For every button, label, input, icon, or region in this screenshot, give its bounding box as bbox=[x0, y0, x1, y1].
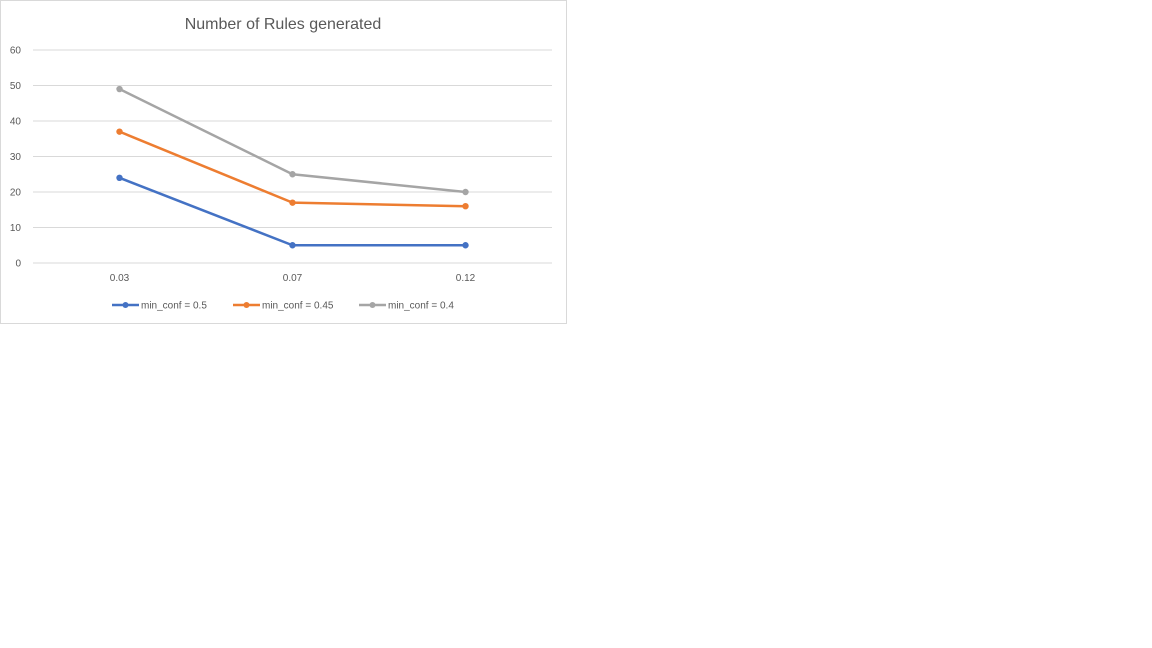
series-2 bbox=[116, 128, 469, 210]
legend-item: min_conf = 0.5 bbox=[112, 301, 207, 312]
data-point bbox=[289, 242, 296, 249]
data-point bbox=[116, 174, 123, 181]
data-point bbox=[116, 128, 123, 135]
data-point bbox=[462, 203, 469, 210]
series-1 bbox=[116, 174, 469, 249]
y-tick-label: 0 bbox=[15, 259, 21, 270]
y-tick-label: 10 bbox=[10, 223, 22, 234]
x-tick-label: 0.07 bbox=[283, 273, 303, 284]
data-point bbox=[289, 199, 296, 206]
y-tick-label: 50 bbox=[10, 81, 22, 92]
legend-item: min_conf = 0.45 bbox=[233, 301, 334, 312]
chart-title: Number of Rules generated bbox=[185, 16, 382, 33]
data-point bbox=[462, 242, 469, 249]
legend-marker bbox=[122, 302, 129, 308]
legend-label: min_conf = 0.45 bbox=[262, 301, 334, 312]
chart-container: Number of Rules generated 0 10 20 30 40 50 60 … bbox=[0, 0, 567, 324]
line-chart: Number of Rules generated 0102030405060 … bbox=[10, 16, 552, 312]
legend-item: min_conf = 0.4 bbox=[359, 301, 454, 312]
legend-marker bbox=[243, 302, 250, 308]
y-tick-label: 30 bbox=[10, 152, 22, 163]
series-line bbox=[118, 130, 467, 208]
x-tick-label: 0.03 bbox=[110, 273, 130, 284]
legend-marker bbox=[369, 302, 376, 308]
data-point bbox=[462, 188, 469, 196]
y-axis-tick-labels: 0 10 20 30 40 50 60 bbox=[10, 46, 22, 270]
x-tick-label: 0.12 bbox=[456, 273, 476, 284]
series-lines bbox=[116, 85, 469, 249]
y-tick-label: 20 bbox=[10, 188, 22, 199]
gridlines bbox=[33, 49, 552, 264]
legend-label: min_conf = 0.5 bbox=[141, 301, 207, 312]
data-point bbox=[289, 171, 296, 178]
legend: min_conf = 0.5 min_conf = 0.45 min_conf = … bbox=[112, 301, 454, 312]
x-axis-tick-labels: 0.03 0.07 0.12 bbox=[110, 273, 476, 284]
y-tick-label: 60 bbox=[10, 46, 22, 57]
y-tick-label: 40 bbox=[10, 117, 22, 128]
data-point bbox=[116, 85, 123, 93]
series-3 bbox=[116, 85, 469, 196]
legend-label: min_conf = 0.4 bbox=[388, 301, 454, 312]
